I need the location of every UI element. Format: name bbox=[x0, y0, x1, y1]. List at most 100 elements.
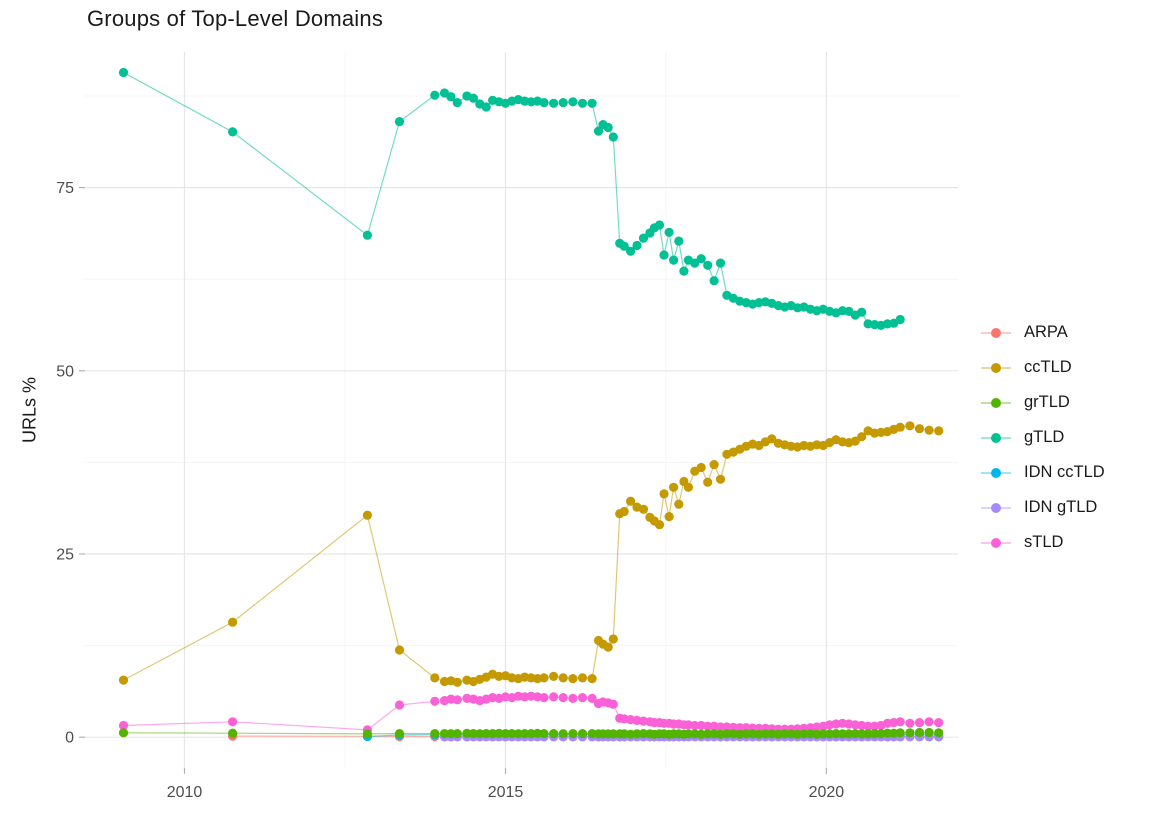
data-point bbox=[850, 436, 860, 446]
series-grTLD bbox=[118, 727, 944, 739]
y-tick-label: 75 bbox=[56, 180, 74, 197]
data-point bbox=[638, 233, 649, 243]
data-point bbox=[549, 671, 559, 682]
y-tick-label: 25 bbox=[56, 547, 74, 564]
data-point bbox=[715, 722, 726, 732]
data-point bbox=[507, 729, 517, 739]
legend-item-ARPA: ARPA bbox=[980, 315, 1105, 350]
data-point bbox=[870, 729, 880, 739]
data-point bbox=[715, 258, 726, 268]
x-tick-label: 2010 bbox=[167, 784, 203, 801]
data-point bbox=[452, 677, 462, 687]
legend-item-grTLD: grTLD bbox=[980, 385, 1105, 420]
data-point bbox=[475, 729, 485, 739]
legend-item-IDN-ccTLD: IDN ccTLD bbox=[980, 455, 1105, 490]
data-point bbox=[905, 728, 915, 738]
legend-key-icon bbox=[981, 397, 1011, 408]
data-point bbox=[593, 126, 604, 136]
data-point bbox=[654, 220, 665, 230]
data-point bbox=[857, 307, 867, 317]
data-point bbox=[228, 127, 238, 137]
data-point bbox=[394, 117, 405, 127]
data-point bbox=[118, 675, 129, 685]
data-point bbox=[696, 462, 706, 473]
data-point bbox=[532, 728, 543, 739]
data-point bbox=[362, 510, 372, 520]
legend-key-icon bbox=[981, 467, 1011, 478]
data-point bbox=[760, 729, 771, 739]
data-point bbox=[905, 718, 915, 728]
data-point bbox=[831, 729, 841, 739]
data-point bbox=[664, 227, 674, 237]
data-point bbox=[934, 426, 944, 436]
legend-label: ccTLD bbox=[1024, 358, 1072, 376]
data-point bbox=[914, 424, 925, 434]
data-point bbox=[520, 729, 530, 739]
data-point bbox=[703, 260, 713, 270]
data-point bbox=[558, 693, 568, 703]
data-point bbox=[818, 729, 828, 739]
data-point bbox=[118, 67, 129, 78]
data-point bbox=[430, 673, 440, 683]
legend-key-icon bbox=[981, 502, 1011, 513]
legend: ARPA ccTLD grTLD gTLD IDN ccTLD IDN gTLD sTLD bbox=[980, 315, 1105, 560]
data-point bbox=[780, 729, 790, 739]
data-point bbox=[228, 728, 238, 738]
data-point bbox=[549, 729, 559, 739]
legend-item-ccTLD: ccTLD bbox=[980, 350, 1105, 385]
data-point bbox=[767, 434, 777, 444]
data-point bbox=[558, 673, 568, 683]
data-point bbox=[669, 482, 679, 492]
legend-item-sTLD: sTLD bbox=[980, 525, 1105, 560]
data-point bbox=[664, 511, 674, 522]
data-point bbox=[577, 673, 588, 683]
data-point bbox=[558, 98, 568, 108]
data-point bbox=[394, 700, 405, 710]
data-point bbox=[539, 98, 549, 108]
data-point bbox=[500, 729, 511, 739]
data-point bbox=[696, 254, 706, 264]
data-point bbox=[228, 617, 238, 627]
legend-key-icon bbox=[981, 432, 1011, 443]
data-point bbox=[895, 314, 905, 325]
data-point bbox=[626, 246, 636, 256]
data-point bbox=[568, 693, 578, 704]
data-point bbox=[568, 729, 578, 739]
data-point bbox=[895, 717, 905, 727]
data-point bbox=[452, 695, 462, 705]
data-point bbox=[494, 728, 504, 739]
data-point bbox=[863, 721, 873, 731]
data-point bbox=[549, 692, 559, 702]
data-point bbox=[632, 240, 642, 251]
data-point bbox=[934, 718, 944, 728]
data-point bbox=[882, 728, 893, 738]
data-point bbox=[539, 729, 549, 739]
data-point bbox=[863, 729, 873, 739]
data-point bbox=[683, 482, 694, 492]
data-point bbox=[446, 92, 456, 102]
data-point bbox=[526, 729, 536, 739]
legend-label: ARPA bbox=[1024, 323, 1068, 341]
data-point bbox=[539, 693, 549, 703]
data-point bbox=[638, 504, 649, 514]
data-point bbox=[481, 102, 491, 112]
data-point bbox=[703, 477, 713, 487]
data-point bbox=[362, 230, 372, 240]
data-point bbox=[468, 729, 478, 739]
chart-title: Groups of Top-Level Domains bbox=[87, 6, 384, 31]
data-point bbox=[679, 266, 689, 276]
legend-label: grTLD bbox=[1024, 393, 1070, 411]
legend-label: IDN gTLD bbox=[1024, 498, 1098, 516]
data-point bbox=[690, 258, 700, 268]
data-point bbox=[709, 276, 719, 286]
data-point bbox=[619, 506, 629, 517]
data-point bbox=[587, 693, 597, 704]
data-point bbox=[446, 729, 456, 739]
data-point bbox=[741, 729, 751, 739]
data-point bbox=[703, 729, 713, 739]
data-point bbox=[914, 718, 925, 728]
data-point bbox=[513, 729, 523, 739]
data-point bbox=[452, 729, 462, 739]
data-point bbox=[659, 489, 669, 499]
